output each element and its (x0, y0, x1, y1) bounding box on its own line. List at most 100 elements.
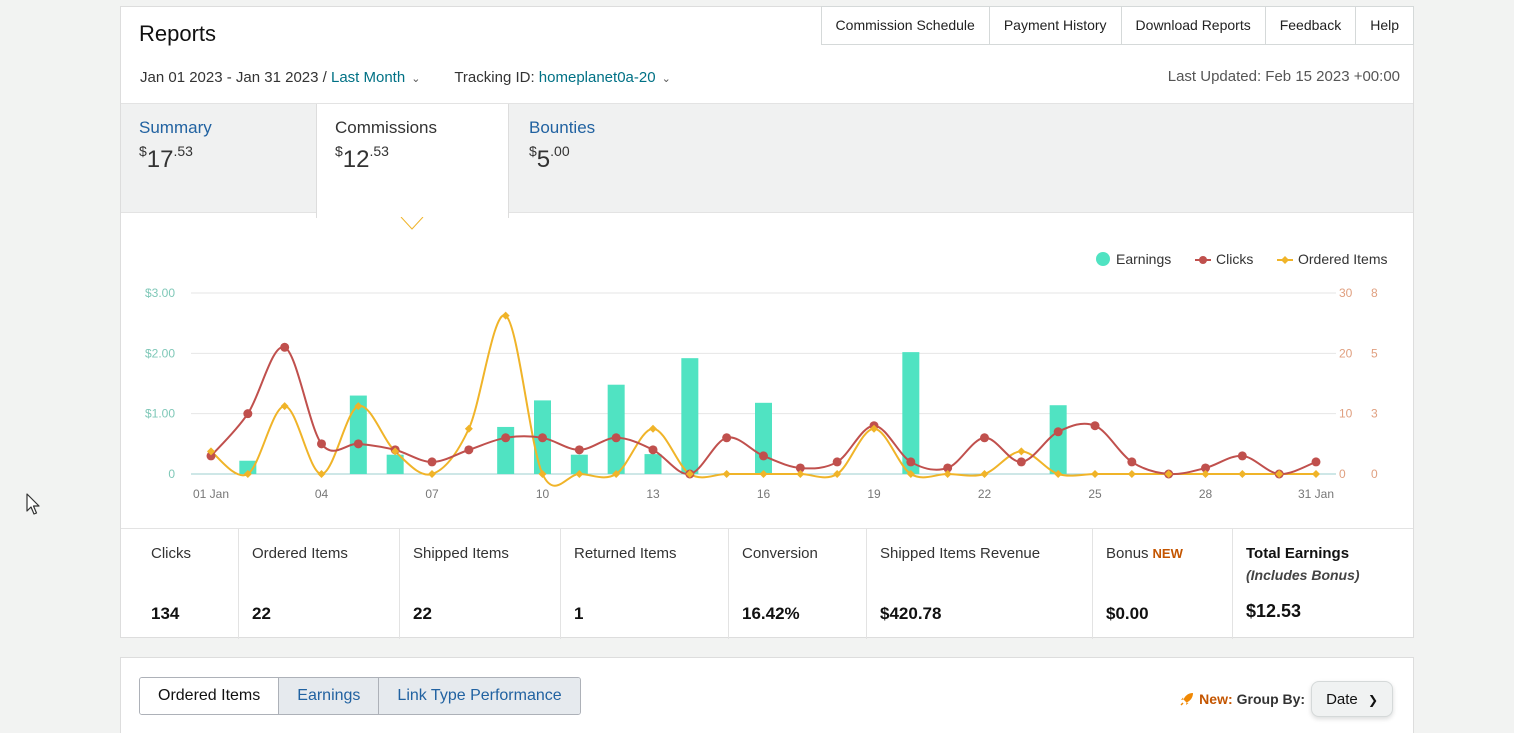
ordered-items-point[interactable] (796, 470, 805, 478)
ordered-items-point[interactable] (833, 470, 842, 478)
earnings-bar[interactable] (607, 384, 625, 474)
metric-value: 22 (252, 604, 271, 623)
chevron-down-icon[interactable]: ⌄ (411, 73, 421, 85)
right-axis-tick-clicks: 20 (1339, 346, 1353, 360)
legend-swatch-ordered-items (1281, 256, 1289, 264)
earnings-bar[interactable] (570, 454, 588, 474)
clicks-point[interactable] (722, 433, 732, 443)
clicks-point[interactable] (538, 433, 547, 443)
ordered-items-point[interactable] (243, 470, 252, 478)
tab-earnings[interactable]: Earnings (278, 678, 379, 714)
earnings-bar[interactable] (755, 402, 772, 474)
ordered-items-point[interactable] (501, 311, 510, 320)
metric-value: $0.00 (1106, 604, 1149, 623)
ordered-items-point[interactable] (280, 402, 289, 411)
clicks-point[interactable] (943, 463, 953, 473)
tab-summary[interactable]: Summary $17.53 (121, 104, 317, 214)
earnings-bar[interactable] (349, 395, 367, 474)
ordered-items-point[interactable] (391, 447, 400, 456)
legend-label[interactable]: Earnings (1116, 251, 1171, 267)
ordered-items-point[interactable] (207, 447, 215, 456)
earnings-bar[interactable] (386, 454, 404, 474)
clicks-point[interactable] (427, 457, 437, 467)
help-link[interactable]: Help (1355, 7, 1413, 44)
metric-conversion: Conversion 16.42% (728, 529, 866, 639)
active-tab-pointer (400, 217, 424, 230)
ordered-items-point[interactable] (1054, 470, 1063, 478)
clicks-point[interactable] (795, 463, 805, 473)
ordered-items-point[interactable] (538, 470, 547, 478)
tracking-id-dropdown[interactable]: homeplanet0a-20 (538, 69, 656, 86)
ordered-items-point[interactable] (1017, 447, 1026, 456)
clicks-point[interactable] (1237, 451, 1247, 461)
tab-commissions[interactable]: Commissions $12.53 (316, 104, 509, 218)
ordered-items-point[interactable] (1127, 470, 1136, 478)
legend-label[interactable]: Ordered Items (1298, 251, 1387, 267)
clicks-point[interactable] (501, 433, 511, 443)
ordered-items-point[interactable] (759, 470, 768, 478)
clicks-point[interactable] (1016, 457, 1026, 467)
metric-value: 134 (151, 604, 180, 623)
clicks-point[interactable] (243, 409, 253, 419)
ordered-items-point[interactable] (685, 470, 694, 478)
ordered-items-point[interactable] (1091, 470, 1099, 478)
ordered-items-point[interactable] (943, 470, 952, 478)
x-axis-tick: 31 Jan (1298, 487, 1334, 501)
ordered-items-point[interactable] (612, 470, 621, 478)
clicks-point[interactable] (206, 451, 216, 461)
clicks-point[interactable] (353, 439, 363, 449)
legend-label[interactable]: Clicks (1216, 251, 1253, 267)
payment-history-link[interactable]: Payment History (988, 7, 1121, 44)
clicks-point[interactable] (464, 445, 474, 455)
ordered-items-point[interactable] (649, 424, 657, 433)
clicks-point[interactable] (648, 445, 658, 455)
right-axis-tick-items: 0 (1371, 467, 1378, 481)
clicks-point[interactable] (1201, 463, 1210, 473)
date-preset-dropdown[interactable]: Last Month (330, 69, 406, 86)
tab-link-type-performance[interactable]: Link Type Performance (378, 678, 580, 714)
ordered-items-point[interactable] (1275, 470, 1284, 478)
metric-label: Conversion (742, 545, 818, 562)
ordered-items-point[interactable] (980, 470, 989, 478)
clicks-point[interactable] (906, 457, 916, 467)
ordered-items-point[interactable] (870, 424, 878, 433)
clicks-point[interactable] (1053, 427, 1063, 437)
tab-bounties[interactable]: Bounties $5.00 (511, 104, 707, 214)
earnings-bar[interactable] (902, 352, 920, 474)
clicks-point[interactable] (317, 439, 326, 449)
ordered-items-point[interactable] (464, 424, 473, 433)
clicks-point[interactable] (1127, 457, 1137, 467)
clicks-point[interactable] (611, 433, 621, 443)
ordered-items-point[interactable] (354, 402, 363, 411)
x-axis-tick: 19 (867, 487, 881, 501)
ordered-items-point[interactable] (575, 470, 584, 478)
ordered-items-point[interactable] (722, 470, 731, 478)
legend-swatch-earnings (1096, 252, 1110, 266)
clicks-point[interactable] (759, 451, 768, 461)
tab-ordered-items[interactable]: Ordered Items (140, 678, 279, 714)
ordered-items-point[interactable] (1201, 470, 1210, 478)
earnings-bar[interactable] (681, 358, 699, 474)
clicks-point[interactable] (280, 342, 290, 352)
clicks-point[interactable] (980, 433, 989, 443)
ordered-items-point[interactable] (317, 470, 326, 478)
earnings-bar[interactable] (1049, 405, 1067, 474)
earnings-bar[interactable] (644, 454, 662, 474)
clicks-point[interactable] (832, 457, 842, 467)
ordered-items-point[interactable] (1238, 470, 1247, 478)
ordered-items-point[interactable] (906, 470, 915, 478)
commission-schedule-link[interactable]: Commission Schedule (835, 17, 975, 33)
clicks-point[interactable] (1090, 421, 1100, 431)
clicks-point[interactable] (1311, 457, 1321, 467)
x-axis-tick: 13 (646, 487, 660, 501)
metric-value: $12.53 (1246, 601, 1302, 621)
chevron-down-icon[interactable]: ⌄ (661, 73, 671, 85)
ordered-items-point[interactable] (428, 470, 436, 478)
ordered-items-point[interactable] (1164, 470, 1173, 478)
ordered-items-point[interactable] (1312, 470, 1320, 478)
metric-value: 22 (413, 604, 432, 623)
clicks-point[interactable] (574, 445, 584, 455)
feedback-link[interactable]: Feedback (1264, 7, 1355, 44)
download-reports-link[interactable]: Download Reports (1120, 7, 1265, 44)
group-by-select[interactable]: Date ❯ (1311, 681, 1393, 717)
